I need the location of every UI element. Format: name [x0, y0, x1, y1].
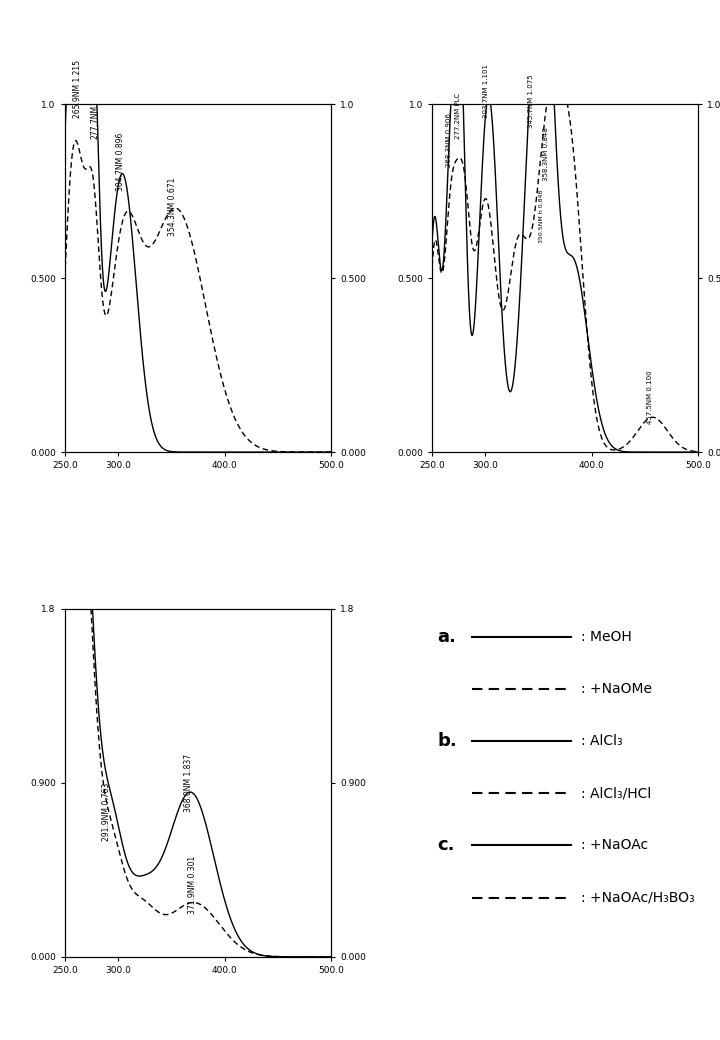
Text: 265.9NM 1.215: 265.9NM 1.215 [73, 60, 82, 118]
Text: : +NaOAc/H₃BO₃: : +NaOAc/H₃BO₃ [581, 890, 695, 905]
Text: 368.0NM 1.837: 368.0NM 1.837 [184, 754, 193, 812]
Text: 457.5NM 0.100: 457.5NM 0.100 [647, 370, 654, 424]
Text: 354.3NM 0.671: 354.3NM 0.671 [168, 178, 177, 236]
Text: 345.7NM 1.075: 345.7NM 1.075 [528, 75, 534, 128]
Text: : AlCl₃: : AlCl₃ [581, 734, 623, 748]
Text: 277.7NM: 277.7NM [90, 105, 99, 138]
Text: 350.5NM h 0.848: 350.5NM h 0.848 [539, 190, 544, 243]
Text: : MeOH: : MeOH [581, 629, 632, 644]
Text: a.: a. [438, 627, 456, 646]
Text: b.: b. [438, 732, 457, 750]
Text: : AlCl₃/HCl: : AlCl₃/HCl [581, 786, 652, 800]
Text: 304.7NM 0.896: 304.7NM 0.896 [116, 133, 125, 191]
Text: 291.9NM 0.763: 291.9NM 0.763 [102, 782, 111, 840]
Text: 371.9NM 0.301: 371.9NM 0.301 [188, 856, 197, 914]
Text: c.: c. [438, 836, 455, 855]
Text: : +NaOAc: : +NaOAc [581, 838, 649, 853]
Text: 358.3NM 0.848: 358.3NM 0.848 [543, 127, 549, 181]
Text: 277.2NM PLC: 277.2NM PLC [455, 93, 461, 138]
Text: : +NaOMe: : +NaOMe [581, 682, 652, 696]
Text: 268.3NM 0.906: 268.3NM 0.906 [446, 112, 452, 166]
Text: 303.7NM 1.101: 303.7NM 1.101 [484, 63, 490, 118]
